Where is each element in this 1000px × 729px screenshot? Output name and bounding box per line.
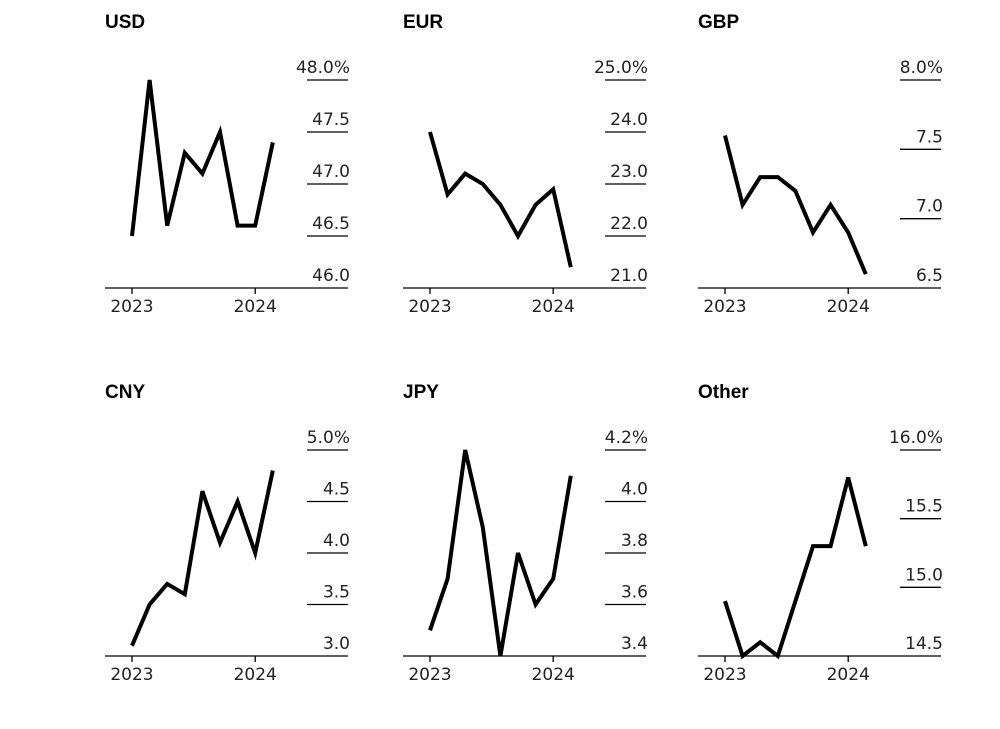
y-tick-label: 16.0% (889, 428, 943, 448)
y-tick-label: 48.0% (296, 58, 350, 78)
y-tick-label: 46.0 (312, 266, 350, 286)
y-tick-label: 3.5 (323, 583, 350, 603)
y-tick-label: 5.0% (307, 428, 350, 448)
panel-other: Other 14.5 15.0 15.5 16.0% 2023 2024 (698, 382, 943, 685)
y-tick-label: 21.0 (610, 266, 648, 286)
y-tick-label: 3.8 (621, 531, 648, 551)
y-tick-label: 7.5 (916, 127, 943, 147)
y-tick-label: 22.0 (610, 214, 648, 234)
x-tick-label: 2023 (408, 665, 451, 685)
x-tick-label: 2024 (532, 297, 575, 317)
y-tick-label: 24.0 (610, 110, 648, 130)
panel-title: EUR (403, 12, 443, 33)
y-tick-label: 4.2% (605, 428, 648, 448)
y-tick-label: 3.4 (621, 634, 648, 654)
series-line-gbp (723, 135, 868, 275)
panel-title: USD (105, 12, 145, 33)
x-tick-label: 2023 (703, 665, 746, 685)
series-line-usd (130, 79, 275, 237)
x-tick-label: 2024 (234, 665, 277, 685)
x-tick-label: 2024 (234, 297, 277, 317)
y-tick-label: 15.5 (905, 497, 943, 517)
y-tick-label: 23.0 (610, 162, 648, 182)
y-tick-label: 15.0 (905, 565, 943, 585)
panel-usd: USD 46.0 46.5 47.0 47.5 48.0% 2023 2024 (105, 12, 350, 317)
panel-title: Other (698, 382, 749, 403)
y-tick-label: 14.5 (905, 634, 943, 654)
panel-eur: EUR 21.0 22.0 23.0 24.0 25.0% 2023 2024 (403, 12, 648, 317)
y-tick-label: 4.5 (323, 480, 350, 500)
panel-jpy: JPY 3.4 3.6 3.8 4.0 4.2% 2023 2024 (403, 382, 648, 685)
panel-title: JPY (403, 382, 439, 403)
series-line-eur (428, 131, 573, 268)
x-tick-label: 2024 (827, 297, 870, 317)
y-tick-label: 47.5 (312, 110, 350, 130)
x-tick-label: 2024 (532, 665, 575, 685)
x-tick-label: 2023 (408, 297, 451, 317)
y-tick-label: 6.5 (916, 266, 943, 286)
y-tick-label: 8.0% (900, 58, 943, 78)
y-tick-label: 4.0 (323, 531, 350, 551)
y-tick-label: 7.0 (916, 197, 943, 217)
y-tick-label: 3.0 (323, 634, 350, 654)
x-tick-label: 2023 (110, 665, 153, 685)
panel-title: GBP (698, 12, 740, 33)
series-line-cny (130, 470, 275, 647)
y-tick-label: 3.6 (621, 583, 648, 603)
x-tick-label: 2023 (703, 297, 746, 317)
series-line-other (723, 477, 868, 660)
y-tick-label: 46.5 (312, 214, 350, 234)
x-tick-label: 2023 (110, 297, 153, 317)
y-tick-label: 47.0 (312, 162, 350, 182)
series-line-jpy (428, 449, 573, 657)
panel-gbp: GBP 6.5 7.0 7.5 8.0% 2023 2024 (698, 12, 943, 317)
x-tick-label: 2024 (827, 665, 870, 685)
y-tick-label: 25.0% (594, 58, 648, 78)
panel-title: CNY (105, 382, 145, 403)
panel-cny: CNY 3.0 3.5 4.0 4.5 5.0% 2023 2024 (105, 382, 350, 685)
y-tick-label: 4.0 (621, 480, 648, 500)
